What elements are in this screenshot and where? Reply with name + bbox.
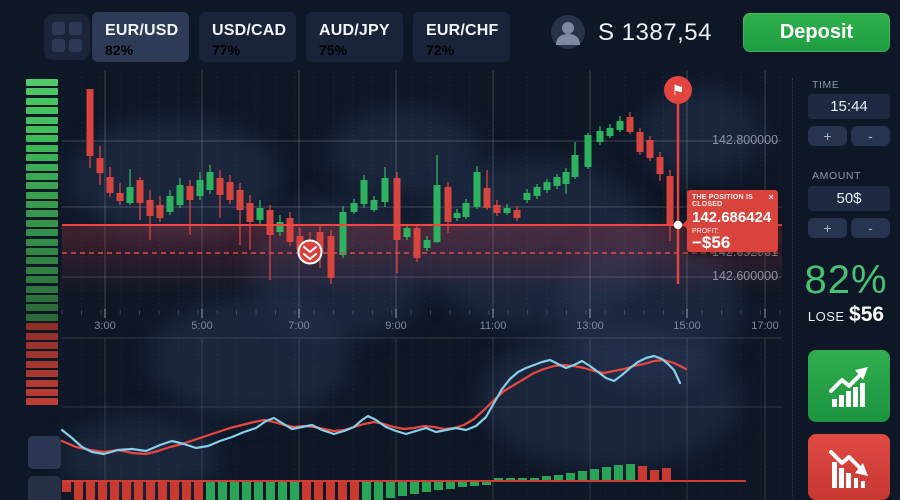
price-axis-label: 142.600000 (712, 269, 779, 283)
user-avatar-icon[interactable] (551, 15, 585, 49)
time-minus-button[interactable]: - (851, 126, 890, 146)
gauge-bar-down (26, 351, 58, 359)
gauge-bar-up (26, 191, 58, 199)
tooltip-title: THE POSITION IS CLOSED (692, 194, 753, 208)
time-axis-label: 7:00 (288, 320, 310, 332)
tab-usdcad[interactable]: USD/CAD 77% (199, 12, 296, 62)
payout-percent: 82% (804, 258, 888, 302)
time-axis-label: 3:00 (94, 320, 116, 332)
tab-eurchf[interactable]: EUR/CHF 72% (413, 12, 510, 62)
gauge-bar-up (26, 294, 58, 302)
gauge-bar-up (26, 219, 58, 227)
position-closed-tooltip: THE POSITION IS CLOSED × 142.686424 PROF… (687, 190, 778, 252)
gauge-bar-up (26, 248, 58, 256)
gauge-bar-down (26, 341, 58, 349)
price-axis-label: 142.800000 (712, 133, 779, 147)
pair-label: EUR/USD (105, 22, 179, 39)
gauge-bar-up (26, 125, 58, 133)
gauge-bar-down (26, 398, 58, 406)
time-axis-label: 17:00 (751, 320, 779, 332)
gauge-bar-up (26, 116, 58, 124)
time-plus-button[interactable]: + (808, 126, 847, 146)
gauge-bar-up (26, 313, 58, 321)
amount-minus-button[interactable]: - (851, 218, 890, 238)
gauge-bar-up (26, 210, 58, 218)
profit-label: PROFIT: (692, 228, 719, 235)
gauge-bar-down (26, 388, 58, 396)
gauge-bar-up (26, 229, 58, 237)
gauge-bar-up (26, 144, 58, 152)
gauge-bar-down (26, 323, 58, 331)
gauge-bar-up (26, 266, 58, 274)
time-axis-label: 11:00 (479, 320, 507, 332)
lose-amount: LOSE $56 (807, 303, 885, 326)
gauge-bar-up (26, 238, 58, 246)
gauge-bar-down (26, 379, 58, 387)
payout-label: 77% (212, 42, 241, 58)
gauge-bar-up (26, 304, 58, 312)
deposit-button[interactable]: Deposit (743, 13, 890, 52)
gauge-bar-up (26, 88, 58, 96)
panel-divider (792, 78, 793, 498)
chart-down-icon (829, 450, 868, 488)
grid-icon (52, 22, 82, 52)
pair-label: EUR/CHF (426, 22, 499, 39)
account-balance: S 1387,54 (598, 19, 712, 46)
time-value-field[interactable]: 15:44 (808, 94, 890, 119)
gauge-bar-up (26, 257, 58, 265)
payout-label: 82% (105, 42, 134, 58)
gauge-bar-up (26, 163, 58, 171)
payout-label: 75% (319, 42, 348, 58)
time-section-label: TIME (812, 79, 840, 91)
amount-plus-button[interactable]: + (808, 218, 847, 238)
sidebar-square-button-1[interactable] (28, 436, 61, 469)
time-axis-label: 15:00 (673, 320, 701, 332)
gauge-bar-up (26, 97, 58, 105)
gauge-bar-down (26, 370, 58, 378)
amount-value-field[interactable]: 50$ (808, 186, 890, 211)
gauge-bar-up (26, 201, 58, 209)
sentiment-gauge (26, 79, 58, 408)
amount-section-label: AMOUNT (812, 170, 862, 182)
payout-label: 72% (426, 42, 455, 58)
time-axis-label: 13:00 (576, 320, 604, 332)
call-up-button[interactable] (808, 350, 890, 422)
gauge-bar-down (26, 332, 58, 340)
gauge-bar-up (26, 107, 58, 115)
tab-eurusd[interactable]: EUR/USD 82% (92, 12, 189, 62)
apps-grid-button[interactable] (44, 14, 90, 60)
put-down-button[interactable] (808, 434, 890, 500)
flag-marker-icon: ⚑ (664, 76, 692, 104)
tab-audjpy[interactable]: AUD/JPY 75% (306, 12, 403, 62)
gauge-bar-up (26, 79, 58, 86)
time-axis-label: 9:00 (385, 320, 407, 332)
gauge-bar-down (26, 360, 58, 368)
pair-label: AUD/JPY (319, 22, 390, 39)
pair-label: USD/CAD (212, 22, 287, 39)
time-axis-label: 5:00 (191, 320, 213, 332)
gauge-bar-up (26, 285, 58, 293)
profit-value: −$56 (692, 233, 731, 252)
gauge-bar-up (26, 172, 58, 180)
gauge-bar-up (26, 276, 58, 284)
gauge-bar-up (26, 182, 58, 190)
close-price-value: 142.686424 (692, 209, 772, 226)
gauge-bar-up (26, 154, 58, 162)
gauge-bar-up (26, 135, 58, 143)
sidebar-square-button-2[interactable] (28, 476, 61, 500)
chart-up-icon (829, 367, 868, 407)
close-icon[interactable]: × (768, 192, 774, 202)
